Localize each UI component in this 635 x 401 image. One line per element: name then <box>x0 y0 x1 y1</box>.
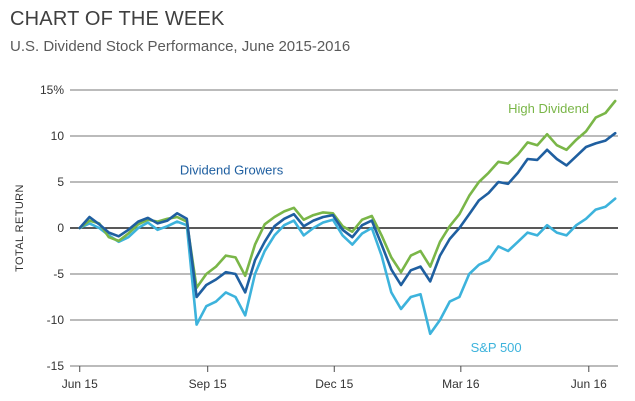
series-labels: High Dividend Dividend Growers S&P 500 <box>180 101 589 355</box>
series-line-dividend-growers <box>78 131 617 299</box>
y-tick-label: -5 <box>53 267 64 281</box>
y-tick-label: -10 <box>47 313 65 327</box>
series-label-dividend-growers: Dividend Growers <box>180 163 284 178</box>
y-tick-label: 10 <box>51 129 65 143</box>
series-line-s-p-500 <box>78 197 617 336</box>
series-label-s-p-500: S&P 500 <box>471 340 522 355</box>
x-axis-ticks: Jun 15 Sep 15 Dec 15 Mar 16 Jun 16 <box>62 366 607 391</box>
y-tick-label: 0 <box>57 221 64 235</box>
x-tick-label: Mar 16 <box>442 377 480 391</box>
x-tick-label: Jun 15 <box>62 377 98 391</box>
x-tick-label: Sep 15 <box>189 377 227 391</box>
x-tick-label: Dec 15 <box>315 377 353 391</box>
y-tick-label: 15% <box>40 83 64 97</box>
series-line-high-dividend <box>78 99 617 290</box>
x-tick-label: Jun 16 <box>571 377 607 391</box>
chart-subtitle: U.S. Dividend Stock Performance, June 20… <box>10 38 351 55</box>
chart-kicker: CHART OF THE WEEK <box>10 8 225 30</box>
series-label-high-dividend: High Dividend <box>508 101 589 116</box>
series-lines <box>78 99 617 336</box>
y-tick-label: -15 <box>47 359 65 373</box>
y-tick-label: 5 <box>57 175 64 189</box>
y-axis-ticks: -15 -10 -5 0 5 10 15% <box>40 83 64 373</box>
y-axis-label: TOTAL RETURN <box>14 184 26 272</box>
